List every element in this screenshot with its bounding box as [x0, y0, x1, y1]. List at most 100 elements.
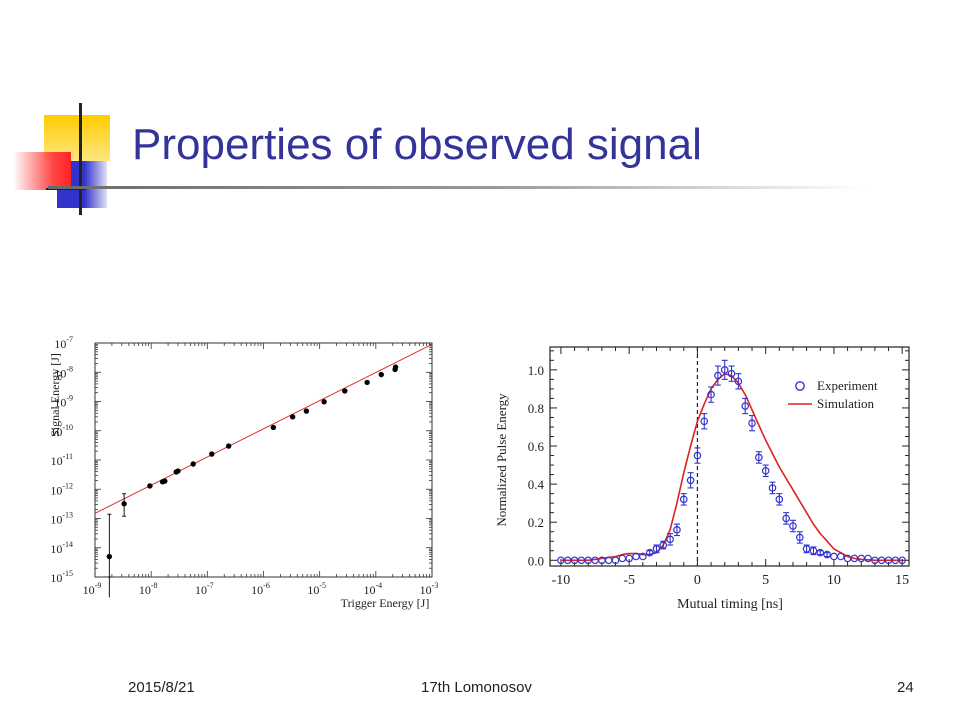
- left-data-point: [225, 443, 232, 449]
- footer-page-number: 24: [897, 679, 914, 696]
- right-chart-y-tick-labels: 0.0 0.2 0.4 0.6 0.8 1.0: [528, 363, 545, 568]
- right-x-tick-label: 15: [895, 573, 909, 588]
- left-x-tick-label: 10-4: [363, 581, 382, 597]
- left-data-point: [392, 364, 399, 370]
- left-y-tick-label: 10-10: [50, 423, 73, 439]
- legend-simulation-label: Simulation: [817, 396, 875, 411]
- experiment-point: [673, 526, 681, 534]
- right-x-tick-label: -10: [552, 573, 571, 588]
- right-x-tick-label: 10: [827, 573, 841, 588]
- right-chart-x-tick-labels: -10 -5 0 5 10 15: [552, 573, 910, 588]
- experiment-point: [802, 545, 811, 553]
- experiment-point: [761, 466, 770, 475]
- experiment-point: [645, 548, 654, 557]
- right-y-tick-label: 0.0: [528, 553, 544, 568]
- right-chart-experiment-points: [557, 359, 906, 565]
- experiment-point: [755, 453, 763, 462]
- left-data-point: [364, 379, 370, 386]
- left-x-tick-label: 10-5: [307, 581, 326, 597]
- left-data-point: [270, 424, 277, 431]
- left-x-tick-label: 10-9: [83, 581, 102, 597]
- experiment-point: [782, 514, 790, 523]
- left-x-tick-label: 10-3: [420, 581, 439, 597]
- left-x-tick-label: 10-7: [195, 581, 214, 597]
- right-y-tick-label: 0.6: [528, 439, 545, 454]
- right-chart-plot-frame: [549, 346, 910, 567]
- right-chart-legend: Experiment Simulation: [788, 378, 878, 411]
- right-y-tick-label: 0.8: [528, 401, 544, 416]
- left-data-point: [342, 388, 348, 394]
- left-chart-y-tick-labels: 10-15 10-14 10-13 10-12 10-11 10-10 10-9 10-8 10…: [50, 335, 73, 585]
- chart-signal-vs-trigger: 10-9 10-8 10-7 10-6 10-5 10-4 10-3 10-1510-141…: [45, 333, 440, 615]
- right-y-tick-label: 0.4: [528, 477, 545, 492]
- deco-horizontal-line: [46, 188, 86, 190]
- left-data-point: [289, 414, 296, 420]
- experiment-point: [898, 556, 906, 565]
- experiment-point: [836, 552, 845, 561]
- experiment-point: [659, 541, 668, 549]
- experiment-point: [686, 476, 695, 485]
- experiment-point: [809, 546, 818, 555]
- experiment-point: [625, 554, 633, 563]
- left-y-tick-label: 10-15: [50, 569, 73, 585]
- experiment-point: [693, 451, 702, 460]
- experiment-point: [652, 545, 661, 553]
- left-y-tick-label: 10-8: [54, 364, 73, 380]
- right-x-tick-label: 0: [694, 573, 701, 588]
- left-chart-points: [106, 364, 399, 598]
- experiment-point: [795, 533, 804, 542]
- left-y-tick-label: 10-9: [54, 394, 73, 410]
- left-data-point: [121, 501, 127, 507]
- left-data-point: [162, 478, 168, 484]
- experiment-point: [741, 402, 749, 410]
- title-underline: [48, 186, 868, 189]
- left-chart-x-axis-label: Trigger Energy [J]: [341, 596, 430, 610]
- left-data-point: [303, 408, 310, 414]
- experiment-point: [611, 556, 620, 565]
- left-data-point: [209, 451, 215, 457]
- experiment-point: [720, 366, 729, 374]
- experiment-point: [734, 377, 743, 386]
- left-chart-plot-frame: [94, 342, 433, 578]
- left-y-tick-label: 10-7: [54, 335, 73, 351]
- left-y-tick-label: 10-14: [50, 540, 73, 556]
- left-chart-x-tick-labels: 10-9 10-8 10-7 10-6 10-5 10-4 10-3: [83, 581, 439, 597]
- right-chart-y-axis-label: Normalized Pulse Energy: [494, 393, 509, 527]
- footer-event: 17th Lomonosov: [421, 679, 532, 696]
- left-y-tick-label: 10-11: [51, 452, 73, 468]
- experiment-point: [823, 550, 831, 559]
- right-y-tick-label: 1.0: [528, 363, 544, 378]
- right-x-tick-label: -5: [623, 573, 635, 588]
- left-data-point: [147, 483, 153, 489]
- experiment-point: [700, 417, 709, 426]
- right-chart-x-axis-label: Mutual timing [ns]: [677, 597, 783, 612]
- left-y-tick-label: 10-13: [50, 511, 73, 527]
- experiment-point: [775, 495, 784, 504]
- experiment-point: [768, 484, 777, 492]
- left-y-tick-label: 10-12: [50, 481, 73, 497]
- experiment-point: [666, 535, 674, 544]
- chart-pulse-energy-timing: -10 -5 0 5 10 15 0.0 0.2 0.4 0.6 0.8 1.0 Experimen…: [490, 334, 930, 624]
- left-data-point: [106, 553, 113, 560]
- experiment-point: [864, 554, 872, 563]
- right-y-tick-label: 0.2: [528, 515, 544, 530]
- slide-title: Properties of observed signal: [132, 120, 702, 169]
- experiment-point: [714, 371, 722, 380]
- legend-experiment-marker: [795, 381, 805, 391]
- left-x-tick-label: 10-6: [251, 581, 270, 597]
- left-data-point: [321, 399, 327, 405]
- footer-date: 2015/8/21: [128, 679, 195, 696]
- experiment-point: [639, 552, 647, 561]
- left-data-point: [378, 371, 384, 378]
- deco-vertical-line: [79, 103, 82, 215]
- left-x-tick-label: 10-8: [139, 581, 158, 597]
- right-x-tick-label: 5: [762, 573, 769, 588]
- experiment-point: [679, 495, 688, 504]
- deco-red-square: [13, 152, 71, 190]
- experiment-point: [789, 522, 797, 530]
- left-data-point: [175, 468, 181, 474]
- experiment-point: [727, 369, 736, 378]
- experiment-point: [707, 390, 715, 399]
- legend-experiment-label: Experiment: [817, 378, 878, 393]
- left-data-point: [190, 461, 196, 467]
